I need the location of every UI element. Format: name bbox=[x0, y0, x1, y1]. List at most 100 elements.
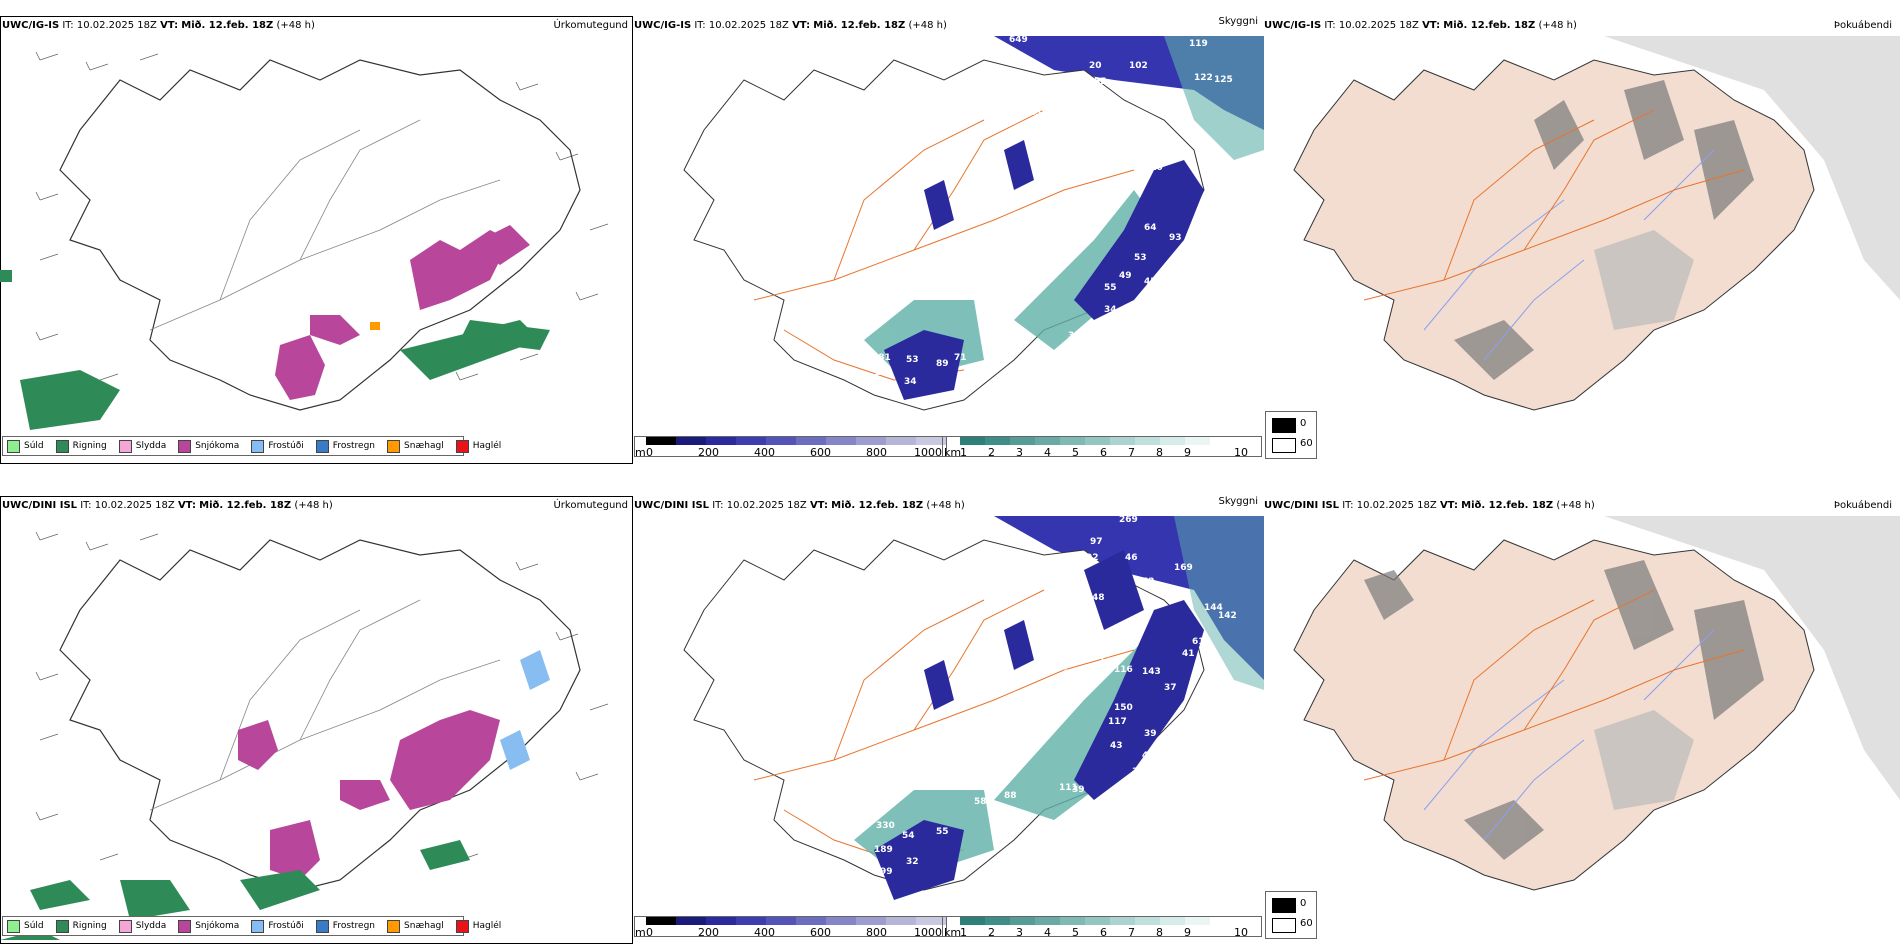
sleet-swatch bbox=[118, 919, 132, 933]
visibility-panel-row1: 649 119 20 102 55 139 122 125 122 138 13… bbox=[634, 0, 1264, 470]
vis-label: 82 bbox=[1059, 195, 1072, 205]
vis-label: 54 bbox=[902, 831, 915, 841]
vis-label: 88 bbox=[1064, 593, 1077, 603]
legend-item-hail: Haglél bbox=[455, 439, 501, 453]
tick: 8 bbox=[1156, 926, 1163, 938]
vis-label: 32 bbox=[906, 857, 919, 867]
vis-label: 37 bbox=[892, 247, 905, 257]
tick: 6 bbox=[1100, 926, 1107, 938]
tick: 1000 bbox=[914, 446, 942, 458]
precip-map-row1 bbox=[0, 16, 633, 464]
iceland-coast bbox=[1293, 59, 1815, 411]
iceland-coast bbox=[1293, 539, 1815, 891]
vis-label: 49 bbox=[1119, 271, 1132, 281]
vis-label: 37 bbox=[1164, 683, 1177, 693]
vis-title-row2: Skyggni bbox=[1218, 496, 1258, 507]
vis-label: 110 bbox=[1144, 163, 1163, 173]
vis-label: 110 bbox=[1044, 213, 1063, 223]
fog-legend-label: 60 bbox=[1300, 918, 1313, 929]
vis-label: 34 bbox=[1104, 305, 1117, 315]
fog-gray-areas bbox=[1364, 560, 1764, 860]
vis-label: 26 bbox=[1084, 203, 1097, 213]
legend-item-freezing-rain: Frostregn bbox=[315, 919, 375, 933]
tick: 400 bbox=[754, 446, 775, 458]
vis-label: 58 bbox=[1012, 331, 1025, 341]
visibility-map-row2: 269 97 92 46 169 62 88 48 144 142 61 41 … bbox=[683, 515, 1264, 900]
freezing-drizzle-swatch bbox=[251, 919, 265, 933]
vis-label: 64 bbox=[1144, 223, 1157, 233]
snow-areas bbox=[275, 225, 530, 400]
precip-map-row2 bbox=[0, 496, 633, 944]
drizzle-swatch bbox=[7, 439, 20, 453]
fog-map-row1 bbox=[1293, 36, 1900, 411]
vis-header-row2: UWC/DINI ISL IT: 10.02.2025 18Z VT: Mið.… bbox=[634, 500, 965, 511]
vis-label: 99 bbox=[880, 867, 893, 877]
vis-label: 88 bbox=[1004, 791, 1017, 801]
tick: 200 bbox=[698, 446, 719, 458]
vis-label: 147 bbox=[1096, 637, 1115, 647]
fog-legend-row1: 0 60 bbox=[1265, 411, 1317, 459]
freezing-drizzle-swatch bbox=[251, 439, 265, 453]
tick: 8 bbox=[1156, 446, 1163, 458]
vis-label: 77 bbox=[1064, 669, 1077, 679]
vis-label: 97 bbox=[1090, 537, 1103, 547]
vis-label: 89 bbox=[936, 359, 949, 369]
vis-label: 142 bbox=[1218, 611, 1237, 621]
tick: 2 bbox=[988, 926, 995, 938]
tick: 10 bbox=[1234, 926, 1248, 938]
sleet-swatch bbox=[118, 439, 132, 453]
vis-label: 48 bbox=[1092, 593, 1105, 603]
vis-label: 27 bbox=[1006, 821, 1019, 831]
vis-label: 119 bbox=[1189, 39, 1208, 49]
visibility-labels: 269 97 92 46 169 62 88 48 144 142 61 41 … bbox=[874, 515, 1237, 877]
vis-label: 76 bbox=[874, 387, 887, 397]
tick: 0 bbox=[646, 926, 653, 938]
visibility-panel-row2: 269 97 92 46 169 62 88 48 144 142 61 41 … bbox=[634, 480, 1264, 950]
tick: 9 bbox=[1184, 926, 1191, 938]
vis-label: 88 bbox=[994, 653, 1007, 663]
vis-label: 58 bbox=[974, 797, 987, 807]
vis-label: 93 bbox=[1169, 233, 1182, 243]
precip-title-row1: Úrkomutegund bbox=[553, 20, 628, 31]
precip-legend-row1: Súld Rigning Slydda Snjókoma Frostúði Fr… bbox=[2, 436, 501, 456]
precip-panel-row1: UWC/IG-IS IT: 10.02.2025 18Z VT: Mið. 12… bbox=[0, 0, 634, 470]
precip-panel-row2: UWC/DINI ISL IT: 10.02.2025 18Z VT: Mið.… bbox=[0, 480, 634, 950]
legend-item-freezing-rain: Frostregn bbox=[315, 439, 375, 453]
tick: 9 bbox=[1184, 446, 1191, 458]
legend-item-freezing-drizzle: Frostúði bbox=[251, 439, 304, 453]
vis-title-row1: Skyggni bbox=[1218, 16, 1258, 27]
roads bbox=[1363, 589, 1745, 781]
tick: 10 bbox=[1234, 446, 1248, 458]
tick: 3 bbox=[1016, 446, 1023, 458]
vis-label: 34 bbox=[904, 377, 917, 387]
legend-item-rain: Rigning bbox=[55, 439, 107, 453]
vis-label: 189 bbox=[874, 845, 893, 855]
fog-gray-areas bbox=[1454, 80, 1754, 380]
rain-swatch bbox=[55, 919, 69, 933]
tick: 1 bbox=[960, 446, 967, 458]
legend-item-drizzle: Súld bbox=[7, 919, 44, 933]
vis-label: 125 bbox=[1214, 75, 1233, 85]
colorbar-m bbox=[634, 436, 947, 457]
fog-map-row2 bbox=[1293, 516, 1900, 891]
ice-pellets-swatch bbox=[387, 439, 401, 453]
vis-label: 102 bbox=[874, 368, 893, 378]
vis-label: 138 bbox=[1029, 108, 1048, 118]
colorbar-m bbox=[634, 916, 947, 937]
vis-label: 139 bbox=[1074, 87, 1093, 97]
legend-item-ice-pellets: Snæhagl bbox=[387, 919, 444, 933]
fog-title-row1: Þokuábendi bbox=[1833, 20, 1892, 31]
tick: 1 bbox=[960, 926, 967, 938]
vis-label: 13 bbox=[1049, 168, 1062, 178]
fog-swatch-60 bbox=[1272, 918, 1296, 933]
vis-label: 649 bbox=[1009, 35, 1028, 45]
vis-label: 122 bbox=[1194, 73, 1213, 83]
vis-label: 116 bbox=[1114, 665, 1133, 675]
vis-label: 53 bbox=[906, 355, 919, 365]
freezing-drizzle-areas bbox=[500, 650, 550, 770]
vis-label: 92 bbox=[1086, 553, 1099, 563]
snow-swatch bbox=[178, 919, 192, 933]
blue-visibility-areas bbox=[874, 550, 1204, 900]
header-row1: UWC/IG-IS IT: 10.02.2025 18Z VT: Mið. 12… bbox=[2, 20, 315, 31]
tick: 5 bbox=[1072, 926, 1079, 938]
